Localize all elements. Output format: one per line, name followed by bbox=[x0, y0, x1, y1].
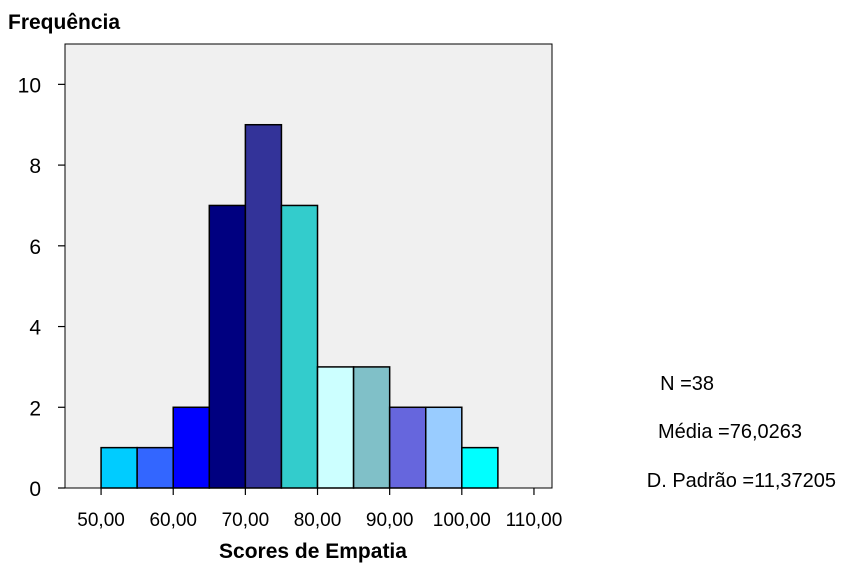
y-tick-label: 2 bbox=[29, 397, 41, 420]
stat-std-dev: D. Padrão =11,37205 bbox=[646, 470, 836, 492]
histogram-bar bbox=[208, 204, 247, 489]
histogram-bar bbox=[352, 366, 391, 489]
x-tick-label: 60,00 bbox=[149, 510, 197, 531]
x-tick-label: 110,00 bbox=[506, 510, 563, 531]
x-tick-label: 80,00 bbox=[294, 510, 342, 531]
x-tick-label: 100,00 bbox=[433, 510, 491, 531]
x-axis-label: Scores de Empatia bbox=[219, 540, 407, 563]
x-tick-label: 90,00 bbox=[366, 510, 414, 531]
y-axis-label: Frequência bbox=[8, 11, 120, 34]
x-tick-label: 70,00 bbox=[222, 510, 270, 531]
y-tick-label: 0 bbox=[29, 478, 41, 501]
stat-mean: Média =76,0263 bbox=[657, 421, 802, 443]
histogram-bar bbox=[424, 406, 463, 489]
x-tick-label: 50,00 bbox=[77, 510, 125, 531]
histogram-bar bbox=[100, 446, 138, 489]
histogram-bar bbox=[172, 406, 211, 489]
histogram-bar bbox=[280, 204, 319, 489]
histogram-bar bbox=[461, 446, 499, 489]
stat-n: N =38 bbox=[660, 373, 714, 395]
y-tick-label: 10 bbox=[18, 74, 41, 97]
histogram-bar bbox=[388, 406, 427, 489]
histogram-bar bbox=[244, 123, 283, 489]
y-tick-label: 4 bbox=[29, 317, 41, 340]
histogram-bar bbox=[136, 446, 174, 489]
y-tick-label: 8 bbox=[29, 155, 41, 178]
histogram-bar bbox=[316, 366, 355, 489]
y-tick-label: 6 bbox=[29, 236, 41, 259]
